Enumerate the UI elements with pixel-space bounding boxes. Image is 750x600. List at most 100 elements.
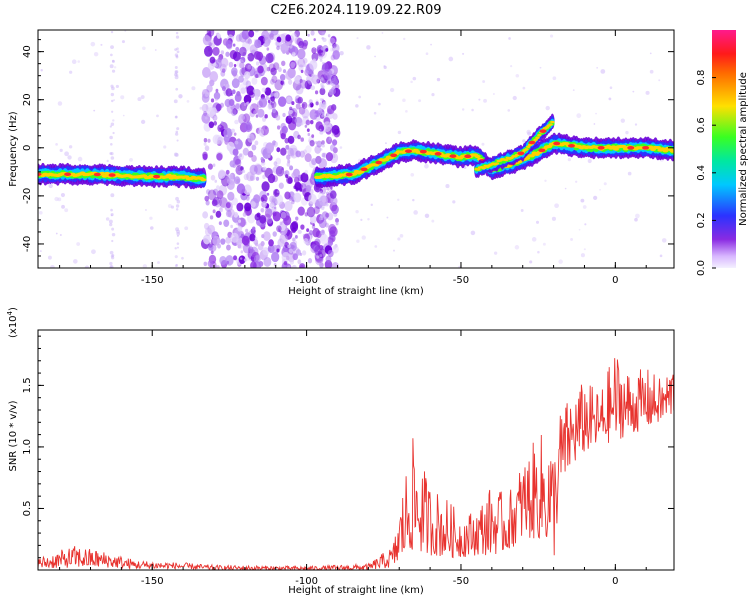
noise-point <box>330 77 338 87</box>
noise-point <box>308 230 314 236</box>
noise-point <box>300 122 304 126</box>
colorbar-tick-label: 0.2 <box>696 212 707 228</box>
noise-point <box>208 244 214 251</box>
noise-point <box>280 80 284 85</box>
noise-point <box>361 235 366 240</box>
noise-point <box>315 101 319 106</box>
snr-y-ticks: 0.5 1.0 1.5 <box>22 335 674 559</box>
noise-point <box>212 209 216 214</box>
noise-point <box>291 101 295 106</box>
noise-point <box>212 134 221 145</box>
noise-point <box>204 195 210 202</box>
noise-point <box>170 205 174 209</box>
noise-point <box>306 128 310 132</box>
noise-point <box>203 142 207 146</box>
noise-point <box>261 181 270 192</box>
noise-point <box>293 176 300 184</box>
noise-point <box>580 253 585 258</box>
noise-point <box>572 89 575 91</box>
noise-point <box>564 187 567 190</box>
noise-point <box>191 86 196 91</box>
ridge-hotspot <box>419 149 427 154</box>
noise-point <box>299 150 306 158</box>
noise-point <box>297 48 306 60</box>
noise-point <box>110 193 115 198</box>
noise-point <box>246 171 254 182</box>
noise-point <box>175 208 179 211</box>
noise-point <box>325 255 332 263</box>
noise-point <box>378 102 381 106</box>
noise-point <box>293 192 302 203</box>
noise-point <box>273 161 278 166</box>
noise-point <box>254 140 259 146</box>
noise-point <box>120 95 125 100</box>
noise-point <box>110 122 115 126</box>
noise-point <box>221 86 226 92</box>
noise-point <box>319 130 324 135</box>
noise-point <box>202 67 211 78</box>
ridge-blob <box>474 154 481 159</box>
noise-point <box>157 261 160 264</box>
noise-point <box>291 51 296 57</box>
noise-point <box>225 236 232 244</box>
noise-point <box>271 251 280 263</box>
noise-point <box>213 196 222 208</box>
ridge-blob <box>101 174 108 178</box>
noise-point <box>111 232 116 237</box>
noise-point <box>213 115 217 120</box>
noise-point <box>370 203 373 207</box>
noise-point <box>263 202 266 206</box>
noise-point <box>294 30 301 38</box>
noise-point <box>522 86 526 90</box>
noise-point <box>306 206 316 218</box>
noise-point <box>214 64 218 68</box>
ridge-hotspot <box>517 151 525 156</box>
noise-point <box>339 146 343 149</box>
noise-point <box>266 66 271 72</box>
noise-point <box>213 91 221 100</box>
noise-point <box>319 59 323 62</box>
noise-point <box>243 239 250 247</box>
noise-point <box>310 85 316 91</box>
noise-point <box>175 35 180 39</box>
noise-point <box>285 70 294 81</box>
noise-point <box>482 80 486 83</box>
noise-point <box>595 112 597 115</box>
noise-point <box>225 202 231 209</box>
figure-title: C2E6.2024.119.09.22.R09 <box>270 3 441 18</box>
noise-point <box>658 79 661 82</box>
noise-point <box>262 174 266 180</box>
ridge-blob <box>476 168 481 171</box>
spectrogram-y-axis-label: Frequency (Hz) <box>8 111 19 187</box>
ridge-hotspot <box>538 148 546 153</box>
noise-point <box>149 216 153 220</box>
ridge-hotspot <box>64 172 72 177</box>
noise-point <box>211 107 217 115</box>
noise-point <box>297 259 302 265</box>
noise-point <box>225 51 230 57</box>
noise-point <box>461 108 465 111</box>
noise-point <box>290 61 296 69</box>
noise-point <box>332 43 340 53</box>
noise-point <box>269 195 275 203</box>
noise-point <box>290 107 298 117</box>
noise-point <box>108 219 113 224</box>
noise-point <box>268 247 272 252</box>
noise-point <box>176 139 179 142</box>
noise-point <box>253 50 261 60</box>
noise-point <box>247 145 250 148</box>
noise-point <box>448 56 454 62</box>
noise-point <box>316 254 320 259</box>
noise-point <box>216 152 223 161</box>
noise-point <box>234 158 242 167</box>
noise-point <box>113 99 116 102</box>
noise-point <box>238 75 244 83</box>
noise-point <box>320 77 324 81</box>
ridge-blob <box>669 149 674 153</box>
noise-point <box>253 163 263 174</box>
noise-point <box>313 245 319 253</box>
noise-point <box>278 182 284 189</box>
noise-point <box>295 216 299 221</box>
noise-point <box>241 115 246 120</box>
noise-point <box>218 221 222 226</box>
